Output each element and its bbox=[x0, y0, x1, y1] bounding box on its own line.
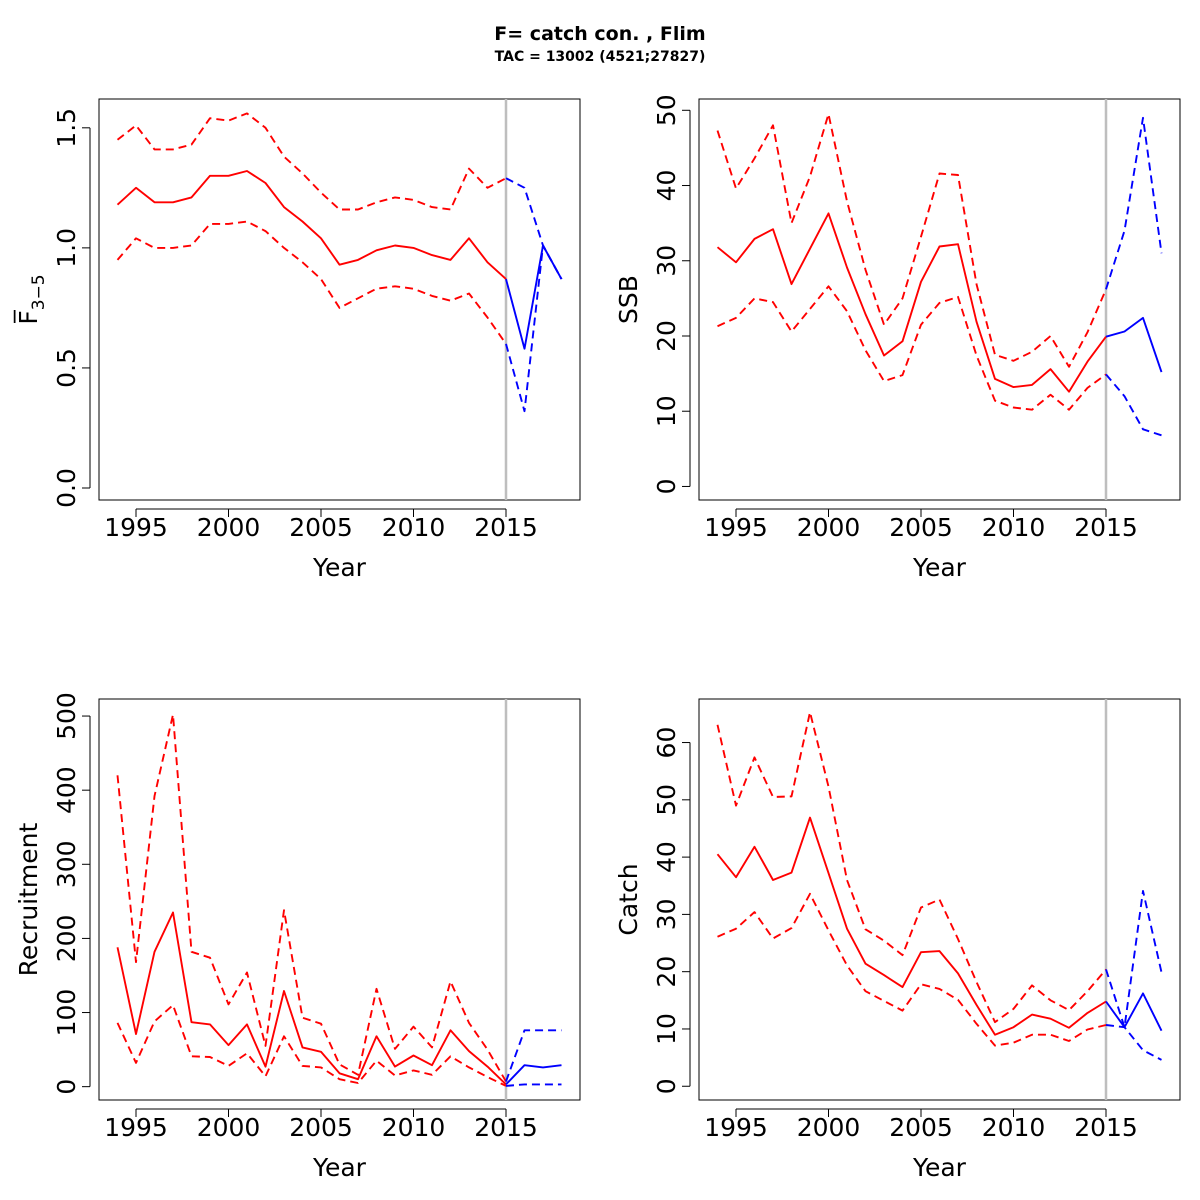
series-historical-upper bbox=[116, 713, 507, 1082]
y-axis-title-main: F̅ bbox=[13, 309, 43, 324]
y-tick-label: 400 bbox=[52, 766, 81, 814]
y-tick-label: 0 bbox=[652, 479, 681, 495]
x-tick-label: 1995 bbox=[104, 1113, 168, 1142]
panel-bottom-right: 1995 2000 2005 2010 2015 Year 0 10 20 30 40 50 60 Cat… bbox=[614, 698, 1181, 1182]
series-historical-upper bbox=[116, 112, 507, 211]
y-axis: 0 10 20 30 40 50 60 bbox=[652, 727, 691, 1094]
x-tick-label: 2010 bbox=[382, 513, 446, 542]
y-tick-label: 0 bbox=[652, 1078, 681, 1094]
series-historical-median bbox=[716, 816, 1107, 1036]
x-tick-label: 2000 bbox=[197, 513, 261, 542]
y-tick-label: 10 bbox=[652, 1013, 681, 1045]
x-tick-label: 2015 bbox=[474, 513, 538, 542]
y-axis-title: F̅3−5 bbox=[13, 274, 49, 324]
x-tick-label: 2015 bbox=[1074, 1113, 1138, 1142]
x-tick-label: 2015 bbox=[474, 1113, 538, 1142]
y-axis: 0.0 0.5 1.0 1.5 bbox=[52, 108, 91, 508]
y-tick-label: 50 bbox=[652, 94, 681, 126]
series-projection-median bbox=[1105, 316, 1163, 373]
y-tick-label: 40 bbox=[652, 841, 681, 873]
x-tick-label: 2000 bbox=[797, 513, 861, 542]
y-axis-title: SSB bbox=[614, 275, 643, 324]
x-axis-title: Year bbox=[912, 1153, 967, 1182]
x-tick-label: 2005 bbox=[889, 513, 953, 542]
x-tick-label: 2010 bbox=[982, 513, 1046, 542]
x-tick-label: 2000 bbox=[197, 1113, 261, 1142]
figure-title: F= catch con. , Flim bbox=[494, 23, 705, 45]
panel-bottom-left: 1995 2000 2005 2010 2015 Year 0 100 200 300 400 500… bbox=[14, 692, 581, 1182]
series-projection-upper bbox=[1105, 889, 1163, 1029]
y-tick-label: 60 bbox=[652, 727, 681, 759]
panel-top-left: 1995 2000 2005 2010 2015 Year 0.0 0.5 1.0 1.5 F̅3−… bbox=[13, 98, 581, 582]
series-projection-lower bbox=[1105, 1024, 1162, 1061]
figure-subtitle: TAC = 13002 (4521;27827) bbox=[495, 49, 706, 65]
y-axis-title-main: SSB bbox=[614, 275, 643, 324]
plot-frame bbox=[98, 98, 581, 501]
x-axis: 1995 2000 2005 2010 2015 bbox=[104, 1108, 538, 1142]
x-tick-label: 1995 bbox=[104, 513, 168, 542]
plot-frame bbox=[698, 98, 1181, 501]
series-projection-lower bbox=[505, 1083, 562, 1087]
y-tick-label: 0.5 bbox=[52, 348, 81, 388]
series-historical-lower bbox=[717, 892, 1107, 1047]
y-tick-label: 40 bbox=[652, 170, 681, 202]
x-tick-label: 2005 bbox=[289, 1113, 353, 1142]
x-tick-label: 2010 bbox=[982, 1113, 1046, 1142]
series-projection-lower bbox=[1105, 373, 1162, 437]
y-tick-label: 30 bbox=[652, 898, 681, 930]
y-tick-label: 10 bbox=[652, 395, 681, 427]
y-tick-label: 1.0 bbox=[52, 228, 81, 268]
x-axis-title: Year bbox=[312, 553, 367, 582]
panels: 1995 2000 2005 2010 2015Year0.00.51.01.5F̅3−… bbox=[13, 94, 1181, 1182]
y-axis-title: Catch bbox=[614, 863, 643, 935]
series-historical-lower bbox=[116, 1004, 507, 1087]
series-projection-median bbox=[505, 1064, 562, 1086]
series-projection-median bbox=[505, 244, 563, 350]
series-historical-median bbox=[716, 212, 1107, 393]
series-historical-upper bbox=[716, 113, 1107, 368]
x-axis: 1995 2000 2005 2010 2015 bbox=[704, 508, 1138, 542]
y-tick-label: 200 bbox=[52, 915, 81, 963]
y-tick-label: 500 bbox=[52, 692, 81, 740]
y-tick-label: 300 bbox=[52, 840, 81, 888]
y-axis: 0 100 200 300 400 500 bbox=[52, 692, 91, 1095]
y-tick-label: 0 bbox=[52, 1079, 81, 1095]
series-projection-median bbox=[1105, 992, 1163, 1032]
y-tick-label: 100 bbox=[52, 989, 81, 1037]
series-projection-lower bbox=[505, 244, 563, 413]
panel-top-right: 1995 2000 2005 2010 2015 Year 0 10 20 30 40 50 SSB bbox=[614, 94, 1181, 582]
series-historical-lower bbox=[717, 285, 1107, 411]
plot-frame bbox=[698, 698, 1181, 1101]
x-axis: 1995 2000 2005 2010 2015 bbox=[104, 508, 538, 542]
y-axis-title-subscript: 3−5 bbox=[29, 274, 49, 310]
series-historical-median bbox=[116, 911, 507, 1086]
x-tick-label: 2005 bbox=[889, 1113, 953, 1142]
x-tick-label: 2015 bbox=[1074, 513, 1138, 542]
y-axis: 0 10 20 30 40 50 bbox=[652, 94, 691, 495]
series-projection-upper bbox=[505, 1029, 562, 1082]
y-tick-label: 1.5 bbox=[52, 108, 81, 148]
y-tick-label: 50 bbox=[652, 784, 681, 816]
series-historical-lower bbox=[116, 220, 507, 345]
x-tick-label: 1995 bbox=[704, 1113, 768, 1142]
x-axis: 1995 2000 2005 2010 2015 bbox=[704, 1108, 1138, 1142]
y-tick-label: 20 bbox=[652, 320, 681, 352]
x-tick-label: 2000 bbox=[797, 1113, 861, 1142]
series-historical-upper bbox=[716, 711, 1107, 1024]
y-tick-label: 20 bbox=[652, 956, 681, 988]
y-axis-title-main: Catch bbox=[614, 863, 643, 935]
series-projection-upper bbox=[1105, 116, 1163, 290]
x-axis-title: Year bbox=[312, 1153, 367, 1182]
plot-frame bbox=[98, 698, 581, 1101]
y-tick-label: 30 bbox=[652, 245, 681, 277]
x-axis-title: Year bbox=[912, 553, 967, 582]
x-tick-label: 2010 bbox=[382, 1113, 446, 1142]
x-tick-label: 1995 bbox=[704, 513, 768, 542]
y-tick-label: 0.0 bbox=[52, 468, 81, 508]
y-axis-title: Recruitment bbox=[14, 822, 43, 976]
y-axis-title-main: Recruitment bbox=[14, 822, 43, 976]
x-tick-label: 2005 bbox=[289, 513, 353, 542]
series-historical-median bbox=[116, 170, 507, 280]
